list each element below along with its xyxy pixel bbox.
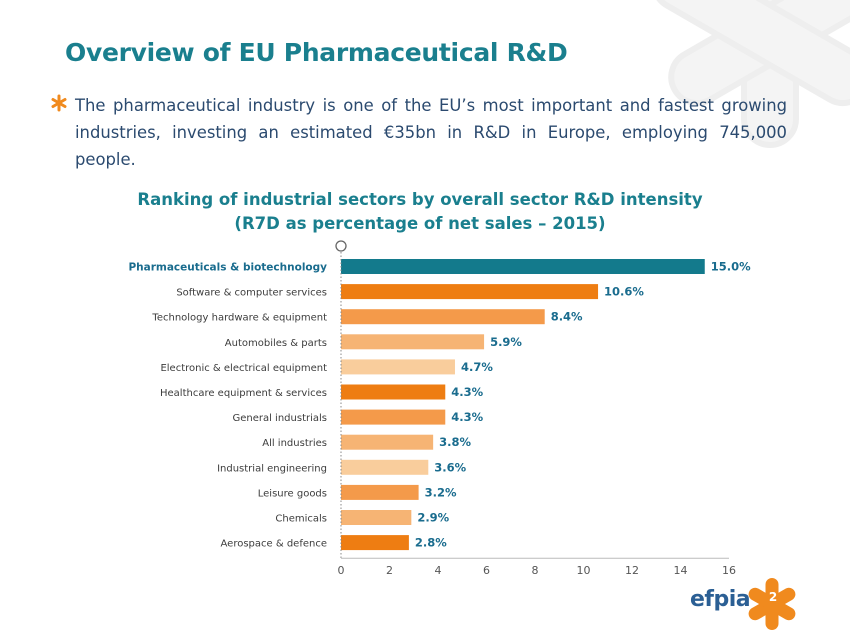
- category-label: Aerospace & defence: [221, 539, 327, 550]
- category-label: All industries: [262, 438, 327, 449]
- category-label: Healthcare equipment & services: [160, 388, 327, 399]
- category-label: Software & computer services: [176, 288, 327, 299]
- category-label: Leisure goods: [258, 488, 327, 499]
- chart-title-block: Ranking of industrial sectors by overall…: [120, 188, 720, 236]
- value-label: 2.9%: [417, 511, 449, 525]
- value-label: 4.7%: [461, 360, 493, 374]
- x-tick-label: 0: [338, 564, 345, 577]
- category-label: General industrials: [232, 413, 327, 424]
- category-label: Pharmaceuticals & biotechnology: [128, 262, 327, 274]
- x-tick-label: 10: [577, 564, 591, 577]
- bar-11: [341, 535, 409, 551]
- x-tick-label: 14: [674, 564, 688, 577]
- bar-8: [341, 459, 429, 475]
- value-label: 5.9%: [490, 335, 522, 349]
- x-tick-label: 8: [532, 564, 539, 577]
- category-label: Industrial engineering: [217, 463, 327, 474]
- chart-title: Ranking of industrial sectors by overall…: [137, 190, 703, 209]
- bar-9: [341, 484, 419, 500]
- value-label: 4.3%: [451, 385, 483, 399]
- bar-3: [341, 334, 485, 350]
- chart-subtitle: (R7D as percentage of net sales – 2015): [234, 214, 606, 233]
- value-label: 8.4%: [551, 310, 583, 324]
- x-tick-label: 6: [483, 564, 490, 577]
- bullet-asterisk-icon: [51, 94, 67, 112]
- bar-6: [341, 409, 446, 425]
- x-tick-label: 16: [722, 564, 736, 577]
- bar-7: [341, 434, 434, 450]
- bar-2: [341, 309, 545, 325]
- value-label: 3.8%: [439, 435, 471, 449]
- x-tick-label: 2: [386, 564, 393, 577]
- bar-4: [341, 359, 455, 375]
- slide-title: Overview of EU Pharmaceutical R&D: [65, 38, 568, 67]
- x-tick-label: 12: [625, 564, 639, 577]
- value-label: 2.8%: [415, 536, 447, 550]
- value-label: 15.0%: [711, 260, 751, 274]
- bar-0: [341, 259, 705, 274]
- efpia-logo-text: efpia: [690, 587, 751, 612]
- bar-5: [341, 384, 446, 400]
- page-number: 2: [768, 590, 778, 604]
- category-label: Electronic & electrical equipment: [160, 363, 327, 374]
- bar-10: [341, 510, 412, 525]
- value-label: 10.6%: [604, 285, 644, 299]
- chart-marker-circle: [335, 240, 347, 252]
- value-label: 3.6%: [434, 460, 466, 474]
- bullet-text: The pharmaceutical industry is one of th…: [75, 96, 787, 169]
- category-label: Chemicals: [275, 514, 327, 525]
- x-tick-label: 4: [435, 564, 442, 577]
- efpia-logo-star-icon: [748, 578, 796, 630]
- bar-1: [341, 284, 599, 300]
- value-label: 4.3%: [451, 410, 483, 424]
- category-label: Technology hardware & equipment: [151, 313, 327, 324]
- value-label: 3.2%: [425, 485, 457, 499]
- category-label: Automobiles & parts: [225, 338, 327, 349]
